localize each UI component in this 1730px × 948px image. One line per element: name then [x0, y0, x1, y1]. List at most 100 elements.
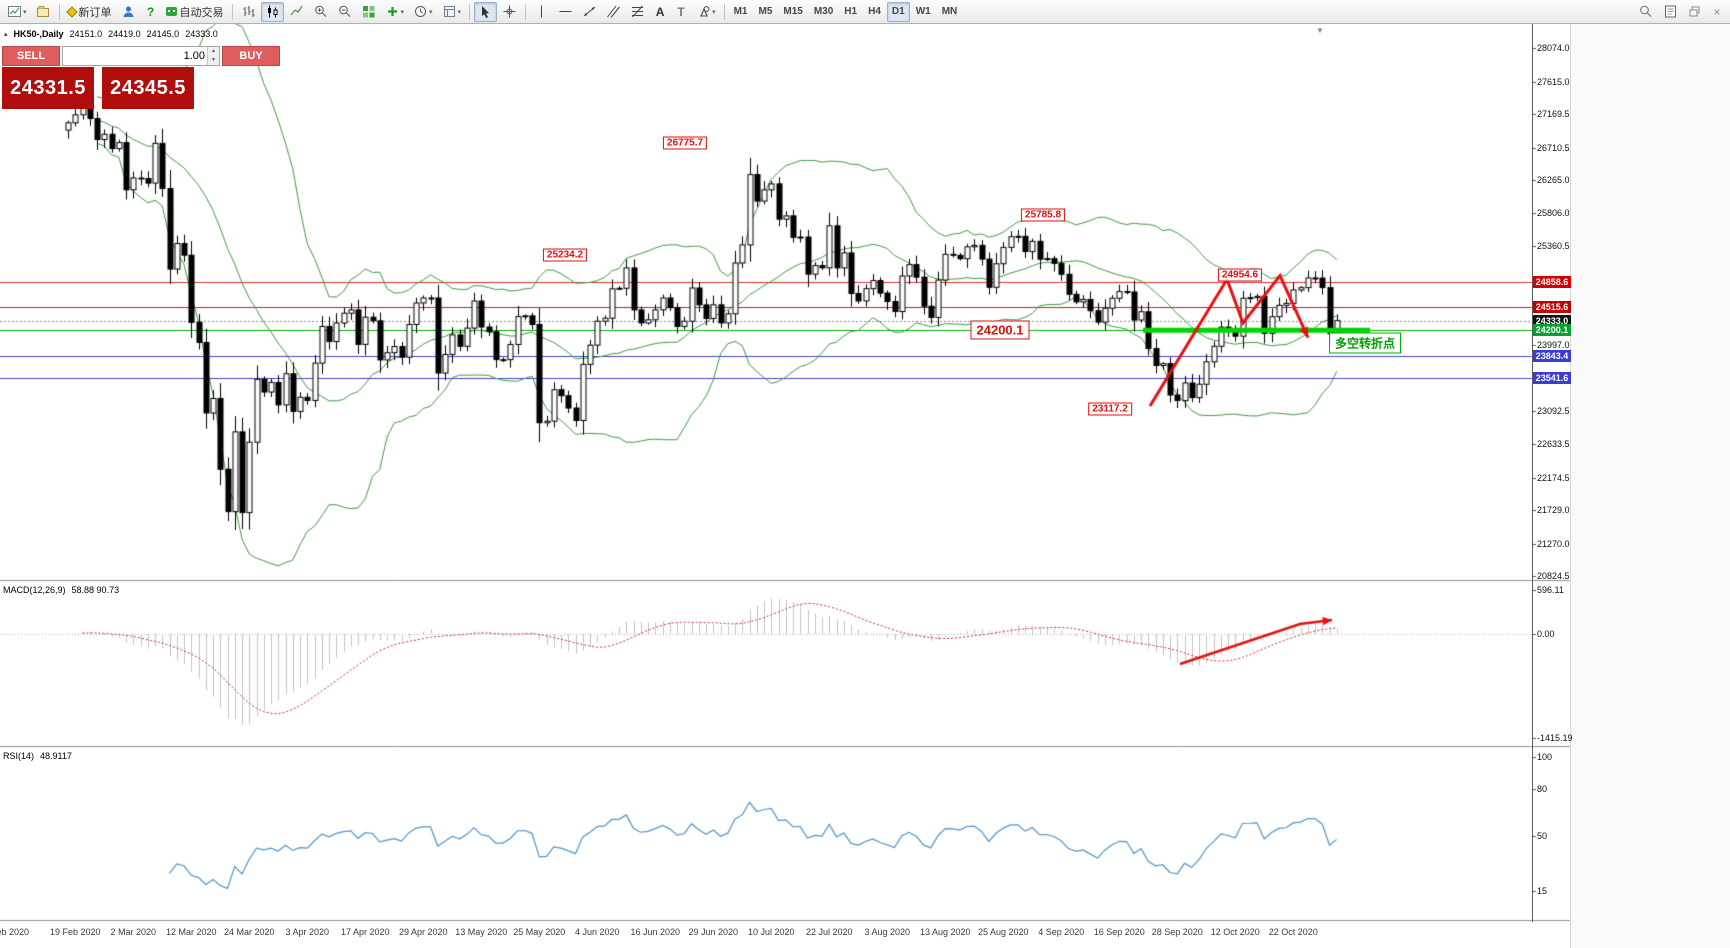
candles-icon — [267, 5, 278, 18]
help-button[interactable]: ? — [141, 2, 161, 22]
autotrade-button[interactable]: 自动交易 — [162, 2, 228, 22]
date-label: 4 Jun 2020 — [574, 927, 620, 937]
text-tool-button[interactable]: A — [650, 2, 670, 22]
new-order-button[interactable]: 新订单 — [64, 2, 116, 22]
crosshair-tool-button[interactable] — [498, 2, 521, 22]
window-close-button[interactable]: × — [1707, 2, 1727, 22]
chevron-down-icon: ▾ — [23, 8, 27, 16]
fibonacci-icon — [632, 5, 644, 18]
price-axis-tick: 21270.0 — [1537, 538, 1570, 549]
trendline-tool-button[interactable] — [578, 2, 601, 22]
periods-button[interactable]: ▾ — [409, 2, 437, 22]
workspace-background — [1570, 24, 1730, 948]
date-axis[interactable]: Feb 2020 19 Feb 2020 2 Mar 2020 12 Mar 2020… — [0, 922, 1570, 948]
toolbar-separator — [231, 3, 233, 20]
user-icon — [123, 6, 134, 17]
shapes-icon — [700, 6, 710, 17]
bar-chart-button[interactable] — [237, 2, 260, 22]
new-chart-button[interactable]: ▾ — [3, 2, 31, 22]
macd-axis-tick: -1415.19 — [1537, 733, 1573, 744]
cursor-icon — [482, 6, 490, 19]
price-axis-tick: 28074.0 — [1537, 43, 1570, 54]
date-label: 22 Oct 2020 — [1268, 927, 1318, 937]
help-icon: ? — [146, 4, 155, 19]
timeframe-m30-button[interactable]: M30 — [813, 6, 834, 17]
horizontal-line-tool-button[interactable] — [554, 2, 577, 22]
bar-open-value: 24151.0 — [69, 29, 103, 39]
chart-shift-marker[interactable]: ▼ — [1316, 26, 1324, 35]
shapes-tool-button[interactable]: ▾ — [692, 2, 720, 22]
tile-windows-icon — [362, 6, 375, 18]
templates-button[interactable]: ▾ — [438, 2, 466, 22]
rsi-axis-tick: 50 — [1537, 831, 1548, 841]
timeframe-h4-button[interactable]: H4 — [868, 6, 881, 17]
date-label: 19 Feb 2020 — [49, 927, 101, 937]
horizontal-line-icon — [559, 11, 572, 12]
data-window-button[interactable] — [1659, 2, 1682, 22]
bar-close-value: 24333.0 — [185, 29, 218, 39]
zoom-in-button[interactable] — [309, 2, 332, 22]
sell-price[interactable]: 24331.5 — [2, 67, 94, 109]
date-label: 24 Mar 2020 — [223, 927, 275, 937]
buy-button[interactable]: BUY — [222, 46, 280, 66]
price-axis-tick: 23997.0 — [1537, 340, 1570, 351]
chart-profiles-button[interactable] — [32, 2, 55, 22]
zoom-out-button[interactable] — [333, 2, 356, 22]
zoom-out-icon — [338, 5, 350, 17]
timeframe-w1-button[interactable]: W1 — [915, 6, 931, 17]
price-axis-tick: 26710.5 — [1537, 142, 1570, 153]
timeframe-m1-button[interactable]: M1 — [733, 6, 748, 17]
volume-up-icon[interactable]: ▲ — [208, 47, 219, 56]
date-label: 13 May 2020 — [455, 927, 508, 937]
date-label: 29 Apr 2020 — [398, 927, 448, 937]
label-tool-icon: T — [677, 4, 685, 19]
timeframe-d1-button[interactable]: D1 — [886, 1, 910, 22]
date-label: 16 Sep 2020 — [1093, 927, 1145, 937]
timeframe-m5-button[interactable]: M5 — [758, 6, 773, 17]
vertical-line-tool-button[interactable] — [530, 2, 553, 22]
date-label: 17 Apr 2020 — [340, 927, 390, 937]
price-axis-tick: 25806.0 — [1537, 208, 1570, 219]
timeframe-mn-button[interactable]: MN — [941, 6, 958, 17]
search-button[interactable] — [1634, 2, 1657, 22]
timeframe-h1-button[interactable]: H1 — [844, 6, 858, 17]
volume-steppers: ▲ ▼ — [207, 47, 219, 65]
indicators-button[interactable]: ▾ — [381, 2, 409, 22]
tile-windows-button[interactable] — [357, 2, 380, 22]
date-label: 22 Jul 2020 — [805, 927, 853, 937]
sell-button[interactable]: SELL — [2, 46, 60, 66]
rsi-axis-tick: 15 — [1537, 886, 1548, 897]
price-axis-tick: 27169.5 — [1537, 109, 1570, 120]
profiles-icon — [36, 6, 49, 17]
line-chart-icon — [290, 5, 302, 16]
chevron-down-icon: ▾ — [429, 8, 433, 16]
candlestick-chart-button[interactable] — [260, 1, 284, 22]
chart-symbol-period: HK50-,Daily — [13, 29, 64, 39]
volume-down-icon[interactable]: ▼ — [208, 56, 219, 65]
timeframe-m15-button[interactable]: M15 — [783, 6, 803, 17]
rsi-label: RSI(14) — [3, 751, 35, 761]
macd-info-line: MACD(12,26,9) 58.88 90.73 — [3, 585, 119, 595]
macd-axis-tick: 0.00 — [1537, 629, 1555, 639]
buy-price[interactable]: 24345.5 — [102, 67, 194, 109]
date-label: Feb 2020 — [0, 927, 30, 937]
volume-input[interactable] — [63, 47, 207, 65]
chevron-down-icon: ▾ — [712, 8, 716, 16]
line-chart-button[interactable] — [285, 2, 308, 22]
channel-tool-button[interactable] — [602, 2, 625, 22]
toolbar-separator — [723, 3, 725, 20]
price-axis[interactable]: 28074.0 27615.0 27169.5 26710.5 26265.0 25806… — [1532, 24, 1573, 922]
date-label: 28 Sep 2020 — [1151, 927, 1203, 937]
price-tag: 23541.6 — [1533, 372, 1571, 385]
date-label: 29 Jun 2020 — [688, 927, 739, 937]
window-restore-button[interactable] — [1684, 2, 1705, 22]
label-tool-button[interactable]: T — [671, 2, 691, 22]
macd-values: 58.88 90.73 — [71, 585, 120, 595]
date-label: 10 Jul 2020 — [747, 927, 795, 937]
accounts-button[interactable] — [117, 2, 140, 22]
cursor-tool-button[interactable] — [474, 1, 498, 22]
fibonacci-tool-button[interactable] — [626, 2, 649, 22]
chevron-down-icon: ▾ — [400, 8, 405, 16]
